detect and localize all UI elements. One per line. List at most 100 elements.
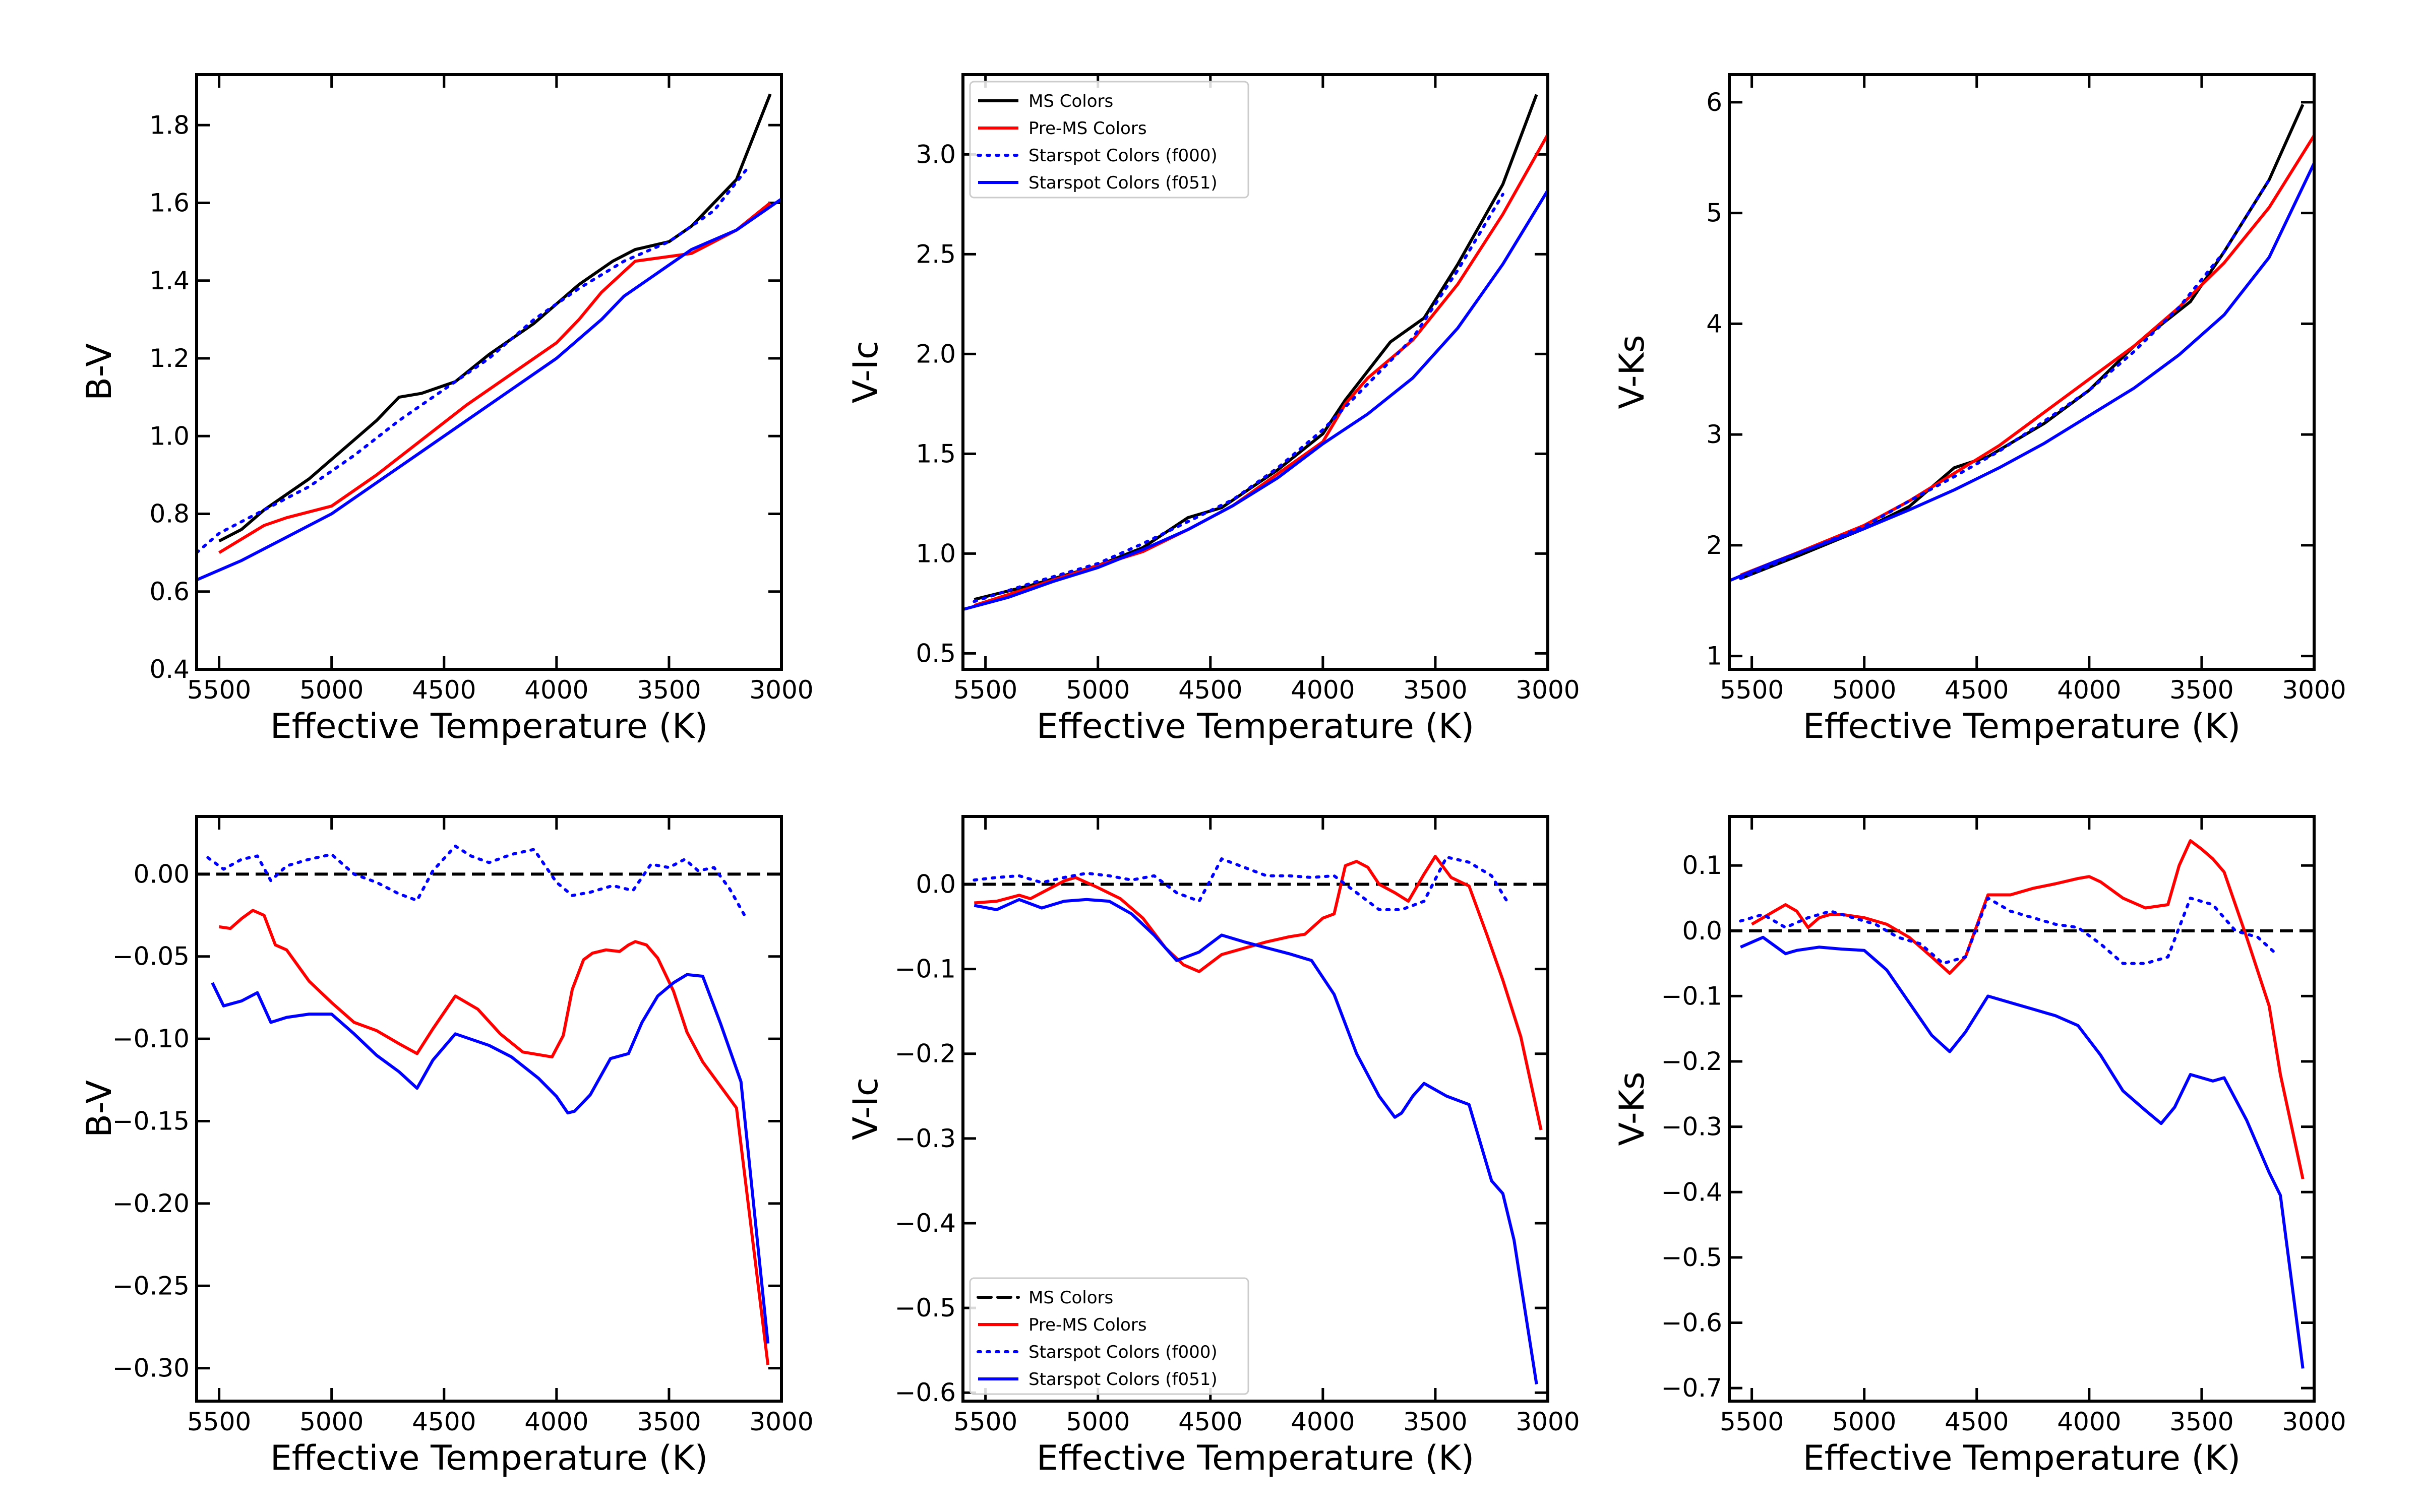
- legend-label: Pre-MS Colors: [1028, 1315, 1147, 1335]
- x-tick-label: 3000: [1516, 1407, 1580, 1436]
- x-tick-label: 5000: [299, 675, 364, 705]
- x-tick-label: 3000: [749, 1407, 813, 1436]
- x-axis-label: Effective Temperature (K): [1803, 1438, 2241, 1478]
- x-tick-label: 5000: [1832, 675, 1896, 705]
- axes-frame: [1728, 73, 2316, 671]
- x-tick-label: 3500: [1403, 1407, 1467, 1436]
- y-axis-label: B-V: [80, 343, 119, 401]
- y-tick-label: −0.5: [895, 1293, 956, 1322]
- x-tick-label: 5500: [187, 675, 251, 705]
- series-starspot-colors-f000: [1739, 897, 2278, 965]
- y-tick-label: −0.10: [112, 1024, 190, 1053]
- x-tick-label: 4000: [524, 675, 588, 705]
- y-tick-label: 4: [1706, 309, 1722, 338]
- y-tick-label: 2.5: [916, 239, 956, 269]
- series-pre-ms-colors: [219, 909, 770, 1365]
- series-starspot-colors-f000: [206, 844, 747, 919]
- series-pre-ms-colors: [974, 855, 1543, 1130]
- legend-label: Pre-MS Colors: [1028, 118, 1147, 139]
- legend-box: [969, 1277, 1249, 1395]
- x-tick-label: 5500: [953, 675, 1017, 705]
- series-starspot-colors-f000: [973, 855, 1511, 911]
- x-tick-label: 3500: [2169, 675, 2233, 705]
- y-tick-label: −0.15: [112, 1107, 190, 1136]
- y-tick-label: 0.8: [149, 499, 190, 529]
- y-tick-label: 0.00: [134, 859, 190, 889]
- y-tick-label: 3.0: [916, 140, 956, 169]
- x-tick-label: 4500: [1178, 1407, 1242, 1436]
- y-tick-label: 6: [1706, 88, 1722, 117]
- legend: MS Colors Pre-MS Colors Starspot Colors (f…: [969, 1277, 1249, 1395]
- y-tick-label: −0.4: [895, 1209, 956, 1238]
- y-tick-label: 0.5: [916, 639, 956, 668]
- y-tick-label: −0.05: [112, 942, 190, 971]
- axes-frame: [961, 73, 1549, 671]
- axes-frame: [195, 815, 783, 1403]
- y-tick-label: −0.2: [895, 1039, 956, 1068]
- y-tick-label: 2: [1706, 531, 1722, 560]
- x-tick-label: 3000: [1516, 675, 1580, 705]
- panel-top-middle: 5500 5000 4500 4000 3500 3000 0.5 1.0 1.5 2.0 2.5 3…: [846, 73, 1580, 746]
- legend-label: Starspot Colors (f051): [1028, 173, 1218, 193]
- y-tick-label: 0.4: [149, 655, 190, 684]
- panel-bottom-left: 5500 5000 4500 4000 3500 3000 0.00 −0.05 −0.10 −0…: [80, 815, 814, 1478]
- y-tick-label: −0.20: [112, 1189, 190, 1218]
- x-tick-label: 5000: [299, 1407, 364, 1436]
- y-tick-label: 5: [1706, 199, 1722, 228]
- y-tick-label: −0.5: [1661, 1243, 1722, 1272]
- x-axis-label: Effective Temperature (K): [1037, 707, 1474, 746]
- y-tick-label: 1.0: [149, 421, 190, 451]
- series-pre-ms-colors: [1751, 839, 2305, 1179]
- x-tick-label: 4500: [1945, 1407, 2009, 1436]
- x-tick-label: 4000: [1291, 675, 1355, 705]
- y-tick-label: 1.4: [149, 266, 190, 295]
- x-tick-label: 5000: [1066, 1407, 1130, 1436]
- y-tick-label: 1.2: [149, 344, 190, 373]
- y-tick-label: 2.0: [916, 339, 956, 368]
- x-tick-label: 3500: [637, 675, 701, 705]
- x-tick-label: 4500: [1945, 675, 2009, 705]
- legend-label: MS Colors: [1028, 1288, 1113, 1308]
- legend-label: Starspot Colors (f051): [1028, 1369, 1218, 1390]
- y-axis-label: V-Ks: [1612, 335, 1652, 409]
- panel-top-right: 5500 5000 4500 4000 3500 3000 1 2 3 4 5 6 Effective …: [1612, 73, 2346, 746]
- y-axis-label: B-V: [80, 1080, 119, 1138]
- x-tick-label: 4500: [412, 675, 476, 705]
- y-tick-label: −0.25: [112, 1271, 190, 1300]
- y-tick-label: −0.4: [1661, 1177, 1722, 1207]
- series-starspot-colors-f051: [1729, 162, 2314, 582]
- y-tick-label: −0.7: [1661, 1373, 1722, 1403]
- series-pre-ms-colors: [1740, 135, 2314, 577]
- axes-frame: [195, 73, 783, 671]
- y-tick-label: 3: [1706, 420, 1722, 449]
- legend-label: Starspot Colors (f000): [1028, 146, 1218, 166]
- x-tick-label: 3500: [2169, 1407, 2233, 1436]
- x-tick-label: 3000: [749, 675, 813, 705]
- legend-label: Starspot Colors (f000): [1028, 1342, 1218, 1362]
- x-tick-label: 3500: [1403, 675, 1467, 705]
- y-tick-label: 1.5: [916, 439, 956, 468]
- x-tick-label: 4500: [412, 1407, 476, 1436]
- series-starspot-colors-f051: [1740, 935, 2305, 1369]
- panel-top-left: 5500 5000 4500 4000 3500 3000 0.4 0.6 0.8 1.0 1.2 1…: [80, 73, 814, 746]
- y-tick-label: 1.0: [916, 539, 956, 568]
- legend-label: MS Colors: [1028, 91, 1113, 111]
- x-tick-label: 4000: [524, 1407, 588, 1436]
- y-axis-label: V-Ks: [1612, 1072, 1652, 1146]
- x-axis-label: Effective Temperature (K): [1037, 1438, 1474, 1478]
- series-starspot-colors-f051: [963, 190, 1548, 611]
- x-axis-label: Effective Temperature (K): [270, 1438, 708, 1478]
- y-tick-label: −0.1: [895, 955, 956, 984]
- series-starspot-colors-f051: [974, 898, 1538, 1384]
- y-tick-label: 0.0: [916, 869, 956, 899]
- y-axis-label: V-Ic: [846, 1078, 886, 1141]
- x-tick-label: 5500: [1720, 1407, 1784, 1436]
- x-tick-label: 5000: [1832, 1407, 1896, 1436]
- x-tick-label: 5500: [953, 1407, 1017, 1436]
- x-axis-label: Effective Temperature (K): [270, 707, 708, 746]
- y-tick-label: −0.3: [1661, 1112, 1722, 1142]
- x-tick-label: 4000: [2057, 675, 2121, 705]
- y-tick-label: −0.3: [895, 1124, 956, 1153]
- y-tick-label: 1.6: [149, 188, 190, 218]
